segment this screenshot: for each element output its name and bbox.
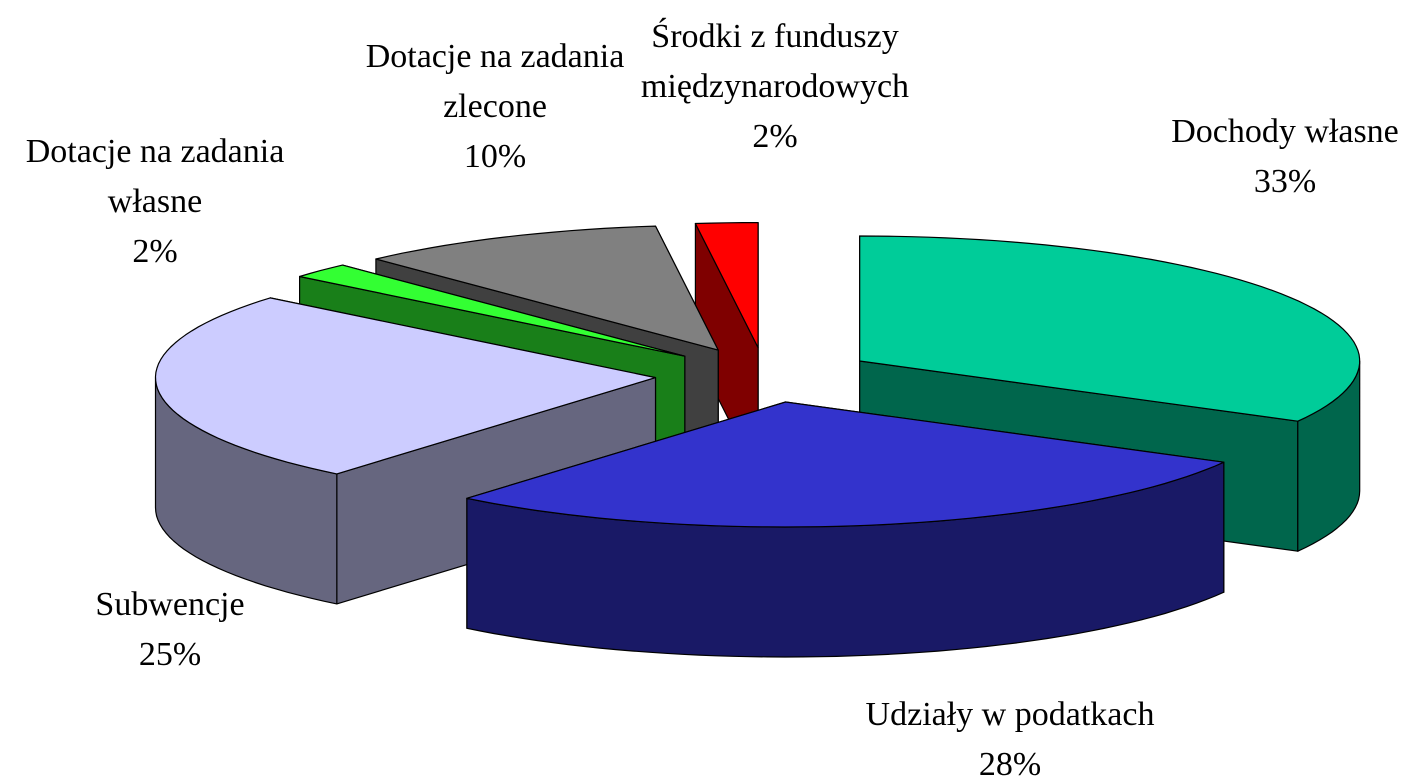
slice-top	[375, 225, 719, 351]
slice-top	[859, 235, 1361, 422]
slice-label: Dochody własne 33%	[1135, 107, 1414, 207]
value-label: 28%	[978, 746, 1042, 777]
slice-label: Środki z funduszy międzynarodowych 2%	[615, 12, 935, 162]
slice-top	[694, 222, 759, 349]
value-label: 25%	[138, 636, 202, 673]
slice-top	[299, 264, 686, 357]
category-label: Dotacje na zadania własne	[25, 133, 285, 220]
value-label: 33%	[1253, 163, 1317, 200]
slice	[694, 222, 759, 479]
value-label: 10%	[463, 138, 527, 175]
category-label: Dotacje na zadania zlecone	[365, 38, 625, 125]
slice	[466, 401, 1225, 658]
slice-top	[466, 401, 1225, 528]
slice-label: Dotacje na zadania zlecone 10%	[345, 32, 645, 182]
slice-label: Udziały w podatkach 28%	[820, 690, 1200, 777]
slice-label: Subwencje 25%	[60, 580, 280, 680]
category-label: Środki z funduszy międzynarodowych	[640, 18, 910, 105]
category-label: Dochody własne	[1171, 113, 1399, 150]
value-label: 2%	[132, 233, 178, 270]
category-label: Subwencje	[95, 586, 245, 623]
category-label: Udziały w podatkach	[865, 696, 1155, 733]
value-label: 2%	[752, 118, 798, 155]
slice-label: Dotacje na zadania własne 2%	[5, 127, 305, 277]
slice-top	[154, 297, 657, 475]
